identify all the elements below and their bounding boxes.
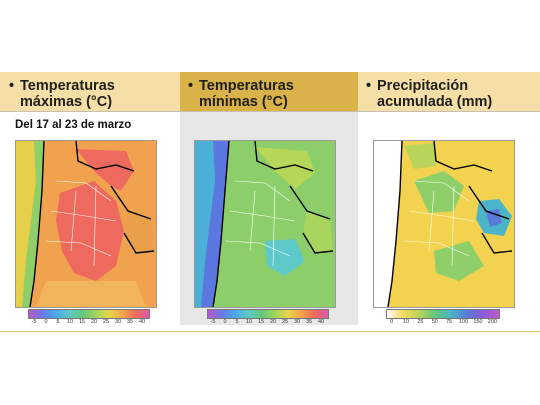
warm-region-east — [124, 211, 154, 253]
colorbar-tick-label: -5 — [210, 319, 216, 325]
colorbar-tick-label: 10 — [402, 319, 410, 325]
colorbar-tick-label: 0 — [44, 319, 48, 325]
colorbar-ticks-maximas: -5 0 5 10 15 20 25 30 35 40 — [28, 319, 148, 328]
hot-region-center — [56, 181, 124, 281]
header-band-maximas — [0, 72, 180, 111]
mild-region-south — [36, 281, 146, 307]
panel-title-minimas: • Temperaturas mínimas (°C) — [188, 78, 294, 110]
colorbar-tick-label: 5 — [235, 319, 239, 325]
map-maximas — [15, 140, 157, 308]
colorbar-tick-label: 25 — [102, 319, 110, 325]
map-precipitacion — [373, 140, 515, 308]
colorbar-tick-label: 40 — [317, 319, 325, 325]
colorbar-tick-label: -5 — [31, 319, 37, 325]
colorbar-tick-label: 0 — [223, 319, 227, 325]
date-range-subtitle: Del 17 al 23 de marzo — [15, 119, 132, 131]
andes-cool-strip — [22, 141, 44, 307]
bullet-icon: • — [188, 78, 194, 94]
colorbar-tick-label: 30 — [293, 319, 301, 325]
title-line-2: máximas (°C) — [20, 94, 113, 110]
province-borders — [45, 180, 117, 267]
bullet-icon: • — [9, 78, 15, 94]
colorbar-tick-label: 0 — [390, 319, 394, 325]
colorbar-tick-label: 50 — [431, 319, 438, 325]
colorbar-tick-label: 30 — [114, 319, 122, 325]
warm-region-north — [255, 147, 315, 189]
colorbar-tick-label: 100 — [459, 319, 469, 325]
wettest-core — [486, 209, 502, 227]
colorbar-tick-label: 20 — [90, 319, 98, 325]
colorbar-tick-label: 35 — [126, 319, 134, 325]
colorbar-tick-label: 25 — [417, 319, 424, 325]
colorbar-tick-label: 10 — [245, 319, 253, 325]
andes-cold-strip — [201, 141, 229, 307]
title-line-2: mínimas (°C) — [199, 94, 288, 110]
colorbar-tick-label: 25 — [281, 319, 289, 325]
colorbar-tick-label: 10 — [66, 319, 74, 325]
pacific-region — [195, 141, 215, 307]
panel-title-maximas: • Temperaturas máximas (°C) — [9, 78, 115, 110]
title-line-1: Temperaturas — [20, 78, 115, 94]
colorbar-minimas — [207, 309, 329, 319]
colorbar-tick-label: 200 — [487, 319, 497, 325]
title-line-1: Temperaturas — [199, 78, 294, 94]
hot-region-north — [76, 149, 134, 191]
country-borders — [387, 141, 513, 307]
colorbar-tick-label: 15 — [78, 319, 86, 325]
colorbar-tick-label: 20 — [269, 319, 277, 325]
country-borders — [29, 141, 155, 307]
colorbar-tick-label: 15 — [257, 319, 265, 325]
province-borders — [224, 180, 296, 267]
colorbar-ticks-minimas: -5 0 5 10 15 20 25 30 35 40 — [207, 319, 327, 328]
green-patches — [414, 171, 484, 281]
colorbar-tick-label: 40 — [138, 319, 146, 325]
header-divider — [0, 111, 540, 112]
map-minimas — [194, 140, 336, 308]
title-line-1: Precipitación — [377, 78, 469, 94]
dry-andes-region — [374, 141, 402, 307]
title-line-2: acumulada (mm) — [377, 94, 493, 110]
colorbar-tick-label: 150 — [473, 319, 483, 325]
colorbar-ticks-precipitacion: 0 10 25 50 75 100 150 200 — [386, 319, 498, 328]
mild-region-east — [303, 211, 333, 253]
northwest-green — [404, 143, 436, 169]
province-borders — [403, 180, 475, 267]
colorbar-precipitacion — [386, 309, 500, 319]
bullet-icon: • — [366, 78, 372, 94]
bottom-divider — [0, 331, 540, 332]
colorbar-tick-label: 5 — [56, 319, 60, 325]
colorbar-maximas — [28, 309, 150, 319]
cool-region-center — [265, 239, 305, 276]
panel-title-precipitacion: • Precipitación acumulada (mm) — [366, 78, 493, 110]
header-band-precipitacion — [358, 72, 540, 111]
header-band-minimas — [180, 72, 358, 111]
pacific-region — [16, 141, 36, 307]
colorbar-tick-label: 35 — [305, 319, 313, 325]
country-borders — [212, 141, 334, 307]
colorbar-tick-label: 75 — [446, 319, 453, 325]
